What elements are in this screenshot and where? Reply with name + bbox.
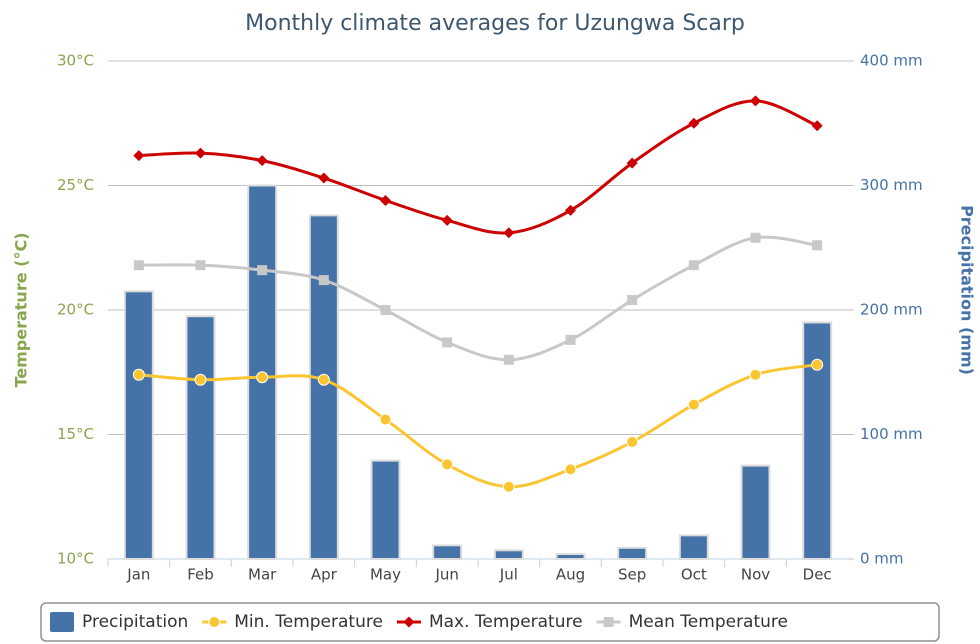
point bbox=[133, 150, 145, 162]
point bbox=[317, 373, 330, 386]
point bbox=[257, 265, 268, 276]
point bbox=[749, 368, 762, 381]
point bbox=[502, 480, 515, 493]
line bbox=[138, 363, 818, 489]
x-tick-label: Feb bbox=[187, 566, 214, 584]
point bbox=[318, 275, 329, 286]
y-tick-label: 20°C bbox=[57, 301, 94, 319]
point bbox=[318, 172, 330, 184]
y2-tick-label: 100 mm bbox=[860, 425, 923, 443]
y-tick-label: 30°C bbox=[57, 52, 94, 70]
point bbox=[195, 260, 206, 271]
bar bbox=[802, 321, 833, 561]
chart-title: Monthly climate averages for Uzungwa Sca… bbox=[245, 11, 745, 36]
legend-label: Min. Temperature bbox=[234, 612, 383, 632]
x-tick-label: Mar bbox=[248, 566, 277, 584]
point bbox=[687, 398, 700, 411]
y-tick-label: 10°C bbox=[57, 550, 94, 568]
line bbox=[138, 99, 818, 235]
point bbox=[195, 147, 206, 159]
x-tick-label: Apr bbox=[311, 566, 338, 584]
legend-label: Max. Temperature bbox=[429, 612, 583, 632]
bar bbox=[617, 546, 648, 560]
legend-label: Mean Temperature bbox=[629, 612, 788, 632]
bar bbox=[432, 544, 463, 560]
x-tick-label: Oct bbox=[681, 566, 707, 584]
x-tick-label: Dec bbox=[803, 566, 832, 584]
legend bbox=[40, 602, 940, 642]
x-tick-label: May bbox=[370, 566, 401, 584]
y-axis-title: Temperature (°C) bbox=[12, 232, 31, 387]
point bbox=[811, 120, 823, 132]
legend-label: Precipitation bbox=[82, 612, 188, 632]
bar bbox=[678, 534, 709, 560]
point bbox=[256, 155, 268, 167]
point bbox=[688, 260, 699, 271]
bar bbox=[123, 290, 154, 560]
x-tick-label: Aug bbox=[556, 566, 585, 584]
point bbox=[626, 157, 638, 169]
bar bbox=[308, 214, 339, 560]
point bbox=[379, 413, 392, 426]
point bbox=[812, 240, 823, 251]
point bbox=[564, 463, 577, 476]
point bbox=[380, 194, 391, 206]
point bbox=[688, 117, 700, 129]
point bbox=[256, 371, 269, 384]
x-tick-label: Jun bbox=[434, 566, 458, 584]
x-tick-label: Nov bbox=[741, 566, 770, 584]
x-tick-label: Jul bbox=[499, 566, 518, 584]
bar bbox=[555, 553, 586, 561]
y2-tick-label: 400 mm bbox=[860, 52, 923, 70]
point bbox=[627, 295, 638, 306]
bar bbox=[740, 464, 771, 560]
point bbox=[503, 354, 514, 365]
point bbox=[603, 617, 614, 627]
point bbox=[441, 214, 453, 226]
point bbox=[133, 260, 144, 271]
point bbox=[194, 373, 207, 386]
y2-tick-label: 200 mm bbox=[860, 301, 923, 319]
point bbox=[565, 204, 576, 216]
point bbox=[503, 227, 515, 239]
y2-tick-label: 300 mm bbox=[860, 176, 923, 194]
x-tick-label: Jan bbox=[126, 566, 150, 584]
bar bbox=[370, 459, 401, 560]
legend-symbol bbox=[50, 612, 74, 632]
point bbox=[380, 305, 391, 315]
point bbox=[626, 435, 639, 448]
point bbox=[132, 368, 145, 381]
point bbox=[565, 334, 576, 345]
bar bbox=[185, 315, 216, 560]
point bbox=[208, 616, 221, 628]
point bbox=[442, 337, 453, 348]
line bbox=[138, 235, 818, 362]
bar bbox=[493, 549, 524, 560]
point bbox=[403, 616, 415, 628]
y-tick-label: 15°C bbox=[57, 425, 94, 443]
x-tick-label: Sep bbox=[618, 566, 646, 584]
point bbox=[750, 95, 761, 107]
y2-axis-title: Precipitation (mm) bbox=[958, 205, 977, 375]
y-tick-label: 25°C bbox=[57, 176, 94, 194]
y2-tick-label: 0 mm bbox=[860, 550, 904, 568]
point bbox=[441, 458, 454, 471]
point bbox=[750, 232, 761, 243]
point bbox=[811, 358, 824, 371]
